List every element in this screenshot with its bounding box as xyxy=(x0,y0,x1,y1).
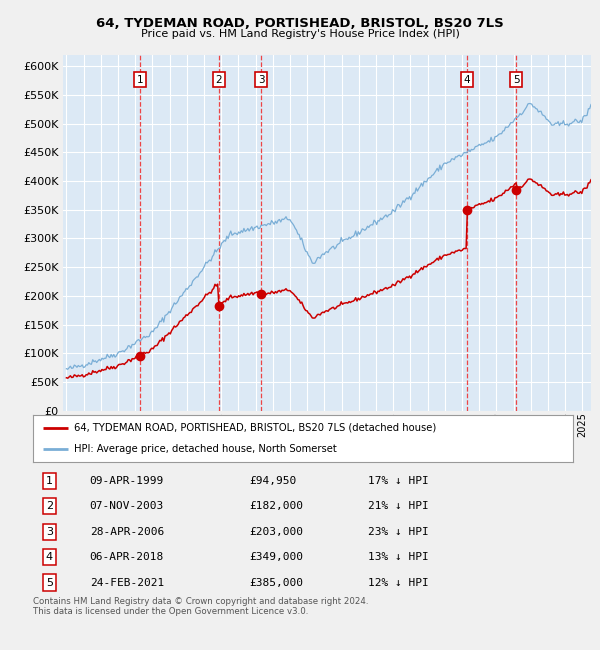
Text: 21% ↓ HPI: 21% ↓ HPI xyxy=(368,501,428,511)
Text: 2: 2 xyxy=(215,75,222,84)
Text: £182,000: £182,000 xyxy=(249,501,303,511)
Text: £349,000: £349,000 xyxy=(249,552,303,562)
Text: 4: 4 xyxy=(46,552,53,562)
Text: Contains HM Land Registry data © Crown copyright and database right 2024.
This d: Contains HM Land Registry data © Crown c… xyxy=(33,597,368,616)
Text: 2: 2 xyxy=(46,501,53,511)
Text: 12% ↓ HPI: 12% ↓ HPI xyxy=(368,578,428,588)
Text: 1: 1 xyxy=(46,476,53,486)
Text: 64, TYDEMAN ROAD, PORTISHEAD, BRISTOL, BS20 7LS: 64, TYDEMAN ROAD, PORTISHEAD, BRISTOL, B… xyxy=(96,17,504,30)
Text: £203,000: £203,000 xyxy=(249,526,303,537)
Text: 17% ↓ HPI: 17% ↓ HPI xyxy=(368,476,428,486)
Text: 24-FEB-2021: 24-FEB-2021 xyxy=(90,578,164,588)
Text: 13% ↓ HPI: 13% ↓ HPI xyxy=(368,552,428,562)
Text: 3: 3 xyxy=(46,526,53,537)
Text: 5: 5 xyxy=(513,75,520,84)
Text: 4: 4 xyxy=(463,75,470,84)
Text: 28-APR-2006: 28-APR-2006 xyxy=(90,526,164,537)
Text: £385,000: £385,000 xyxy=(249,578,303,588)
Text: 06-APR-2018: 06-APR-2018 xyxy=(90,552,164,562)
Text: 3: 3 xyxy=(258,75,265,84)
Text: Price paid vs. HM Land Registry's House Price Index (HPI): Price paid vs. HM Land Registry's House … xyxy=(140,29,460,39)
Text: 5: 5 xyxy=(46,578,53,588)
Text: 09-APR-1999: 09-APR-1999 xyxy=(90,476,164,486)
Text: 1: 1 xyxy=(137,75,143,84)
Text: HPI: Average price, detached house, North Somerset: HPI: Average price, detached house, Nort… xyxy=(74,445,336,454)
Text: 64, TYDEMAN ROAD, PORTISHEAD, BRISTOL, BS20 7LS (detached house): 64, TYDEMAN ROAD, PORTISHEAD, BRISTOL, B… xyxy=(74,422,436,433)
Text: £94,950: £94,950 xyxy=(249,476,296,486)
Text: 23% ↓ HPI: 23% ↓ HPI xyxy=(368,526,428,537)
Text: 07-NOV-2003: 07-NOV-2003 xyxy=(90,501,164,511)
